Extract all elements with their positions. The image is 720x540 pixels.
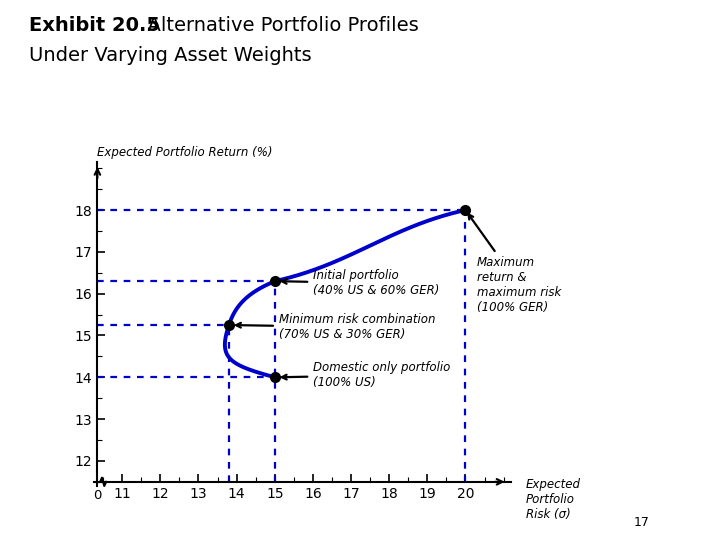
Text: Expected Portfolio Return (%): Expected Portfolio Return (%) bbox=[97, 146, 273, 159]
Text: Expected
Portfolio
Risk (σ): Expected Portfolio Risk (σ) bbox=[526, 478, 580, 521]
Text: Exhibit 20.5: Exhibit 20.5 bbox=[29, 16, 160, 35]
Text: Domestic only portfolio
(100% US): Domestic only portfolio (100% US) bbox=[282, 361, 450, 389]
Text: Maximum
return &
maximum risk
(100% GER): Maximum return & maximum risk (100% GER) bbox=[469, 214, 561, 314]
Text: Under Varying Asset Weights: Under Varying Asset Weights bbox=[29, 46, 312, 65]
Text: 0: 0 bbox=[93, 489, 102, 502]
Text: Alternative Portfolio Profiles: Alternative Portfolio Profiles bbox=[135, 16, 419, 35]
Text: 17: 17 bbox=[634, 516, 649, 529]
Text: Initial portfolio
(40% US & 60% GER): Initial portfolio (40% US & 60% GER) bbox=[282, 269, 439, 297]
Text: Minimum risk combination
(70% US & 30% GER): Minimum risk combination (70% US & 30% G… bbox=[236, 313, 435, 341]
